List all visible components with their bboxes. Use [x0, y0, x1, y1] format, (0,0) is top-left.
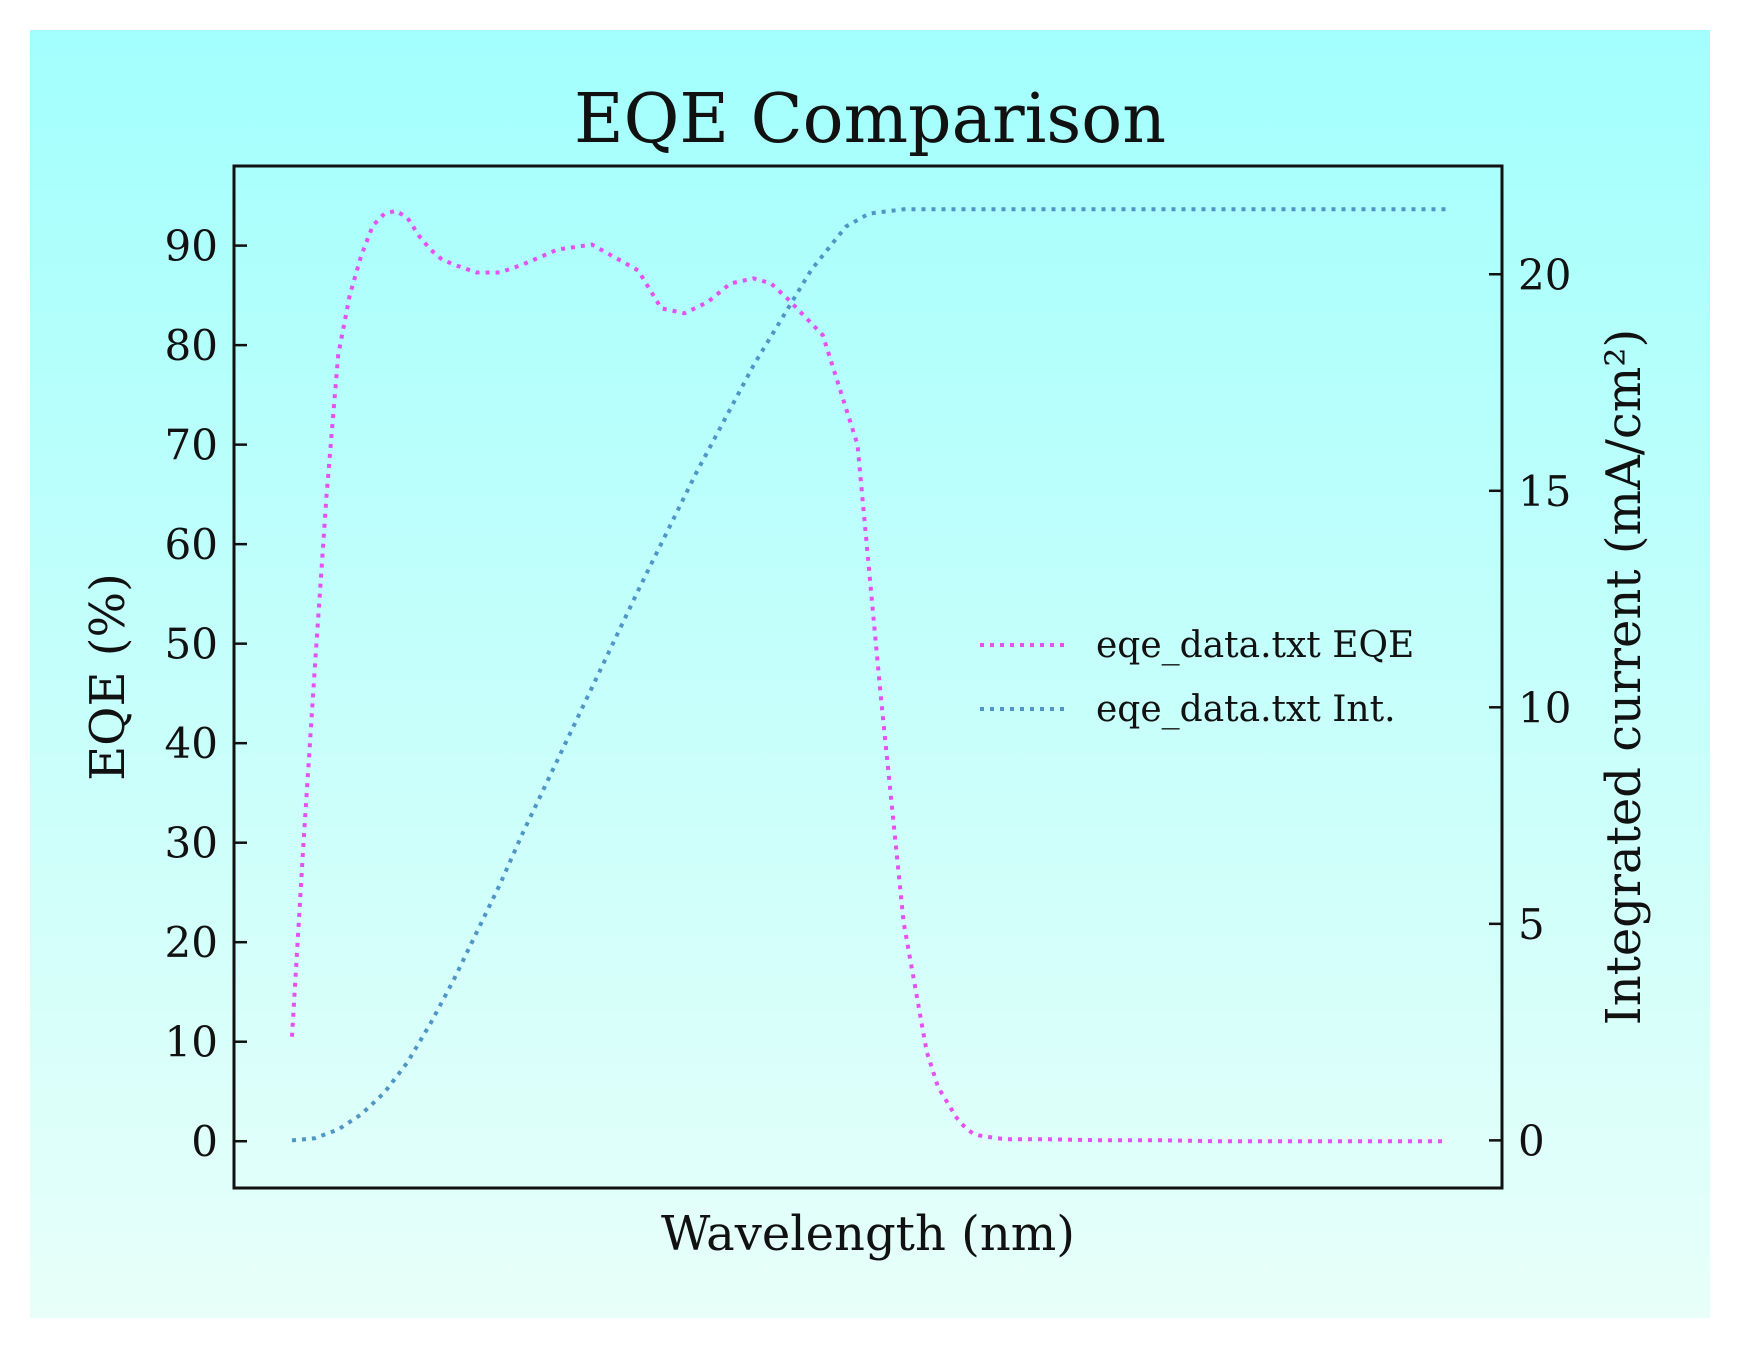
left-tick-label: 50 [165, 620, 218, 669]
right-axis-ticks: 0 5 10 15 20 [1489, 250, 1571, 1165]
right-tick-label: 20 [1518, 250, 1571, 299]
plot-frame [232, 164, 1504, 1190]
left-axis-ticks: 0 10 20 30 40 50 60 70 80 90 [165, 222, 247, 1166]
legend-label: eqe_data.txt EQE [1096, 625, 1414, 666]
left-tick-label: 70 [165, 421, 218, 470]
right-y-axis-label: Integrated current (mA/cm²) [1596, 329, 1652, 1026]
left-tick-label: 0 [191, 1117, 218, 1166]
right-tick-label: 0 [1518, 1116, 1545, 1165]
legend-label: eqe_data.txt Int. [1096, 689, 1396, 730]
right-tick-label: 10 [1518, 683, 1571, 732]
x-axis-label: Wavelength (nm) [661, 1206, 1075, 1262]
left-tick-label: 30 [165, 819, 218, 868]
legend: eqe_data.txt EQE eqe_data.txt Int. [980, 625, 1414, 730]
left-tick-label: 90 [165, 222, 218, 271]
left-tick-label: 80 [165, 321, 218, 370]
left-tick-label: 40 [165, 719, 218, 768]
series-line-eqe [290, 208, 1446, 1144]
left-tick-label: 10 [165, 1018, 218, 1067]
series-layer [290, 207, 1446, 1144]
left-tick-label: 20 [165, 918, 218, 967]
left-tick-label: 60 [165, 520, 218, 569]
figure-background [30, 30, 1710, 1318]
right-tick-label: 15 [1518, 467, 1571, 516]
right-tick-label: 5 [1518, 900, 1545, 949]
left-y-axis-label: EQE (%) [80, 573, 136, 781]
chart-title: EQE Comparison [574, 80, 1166, 159]
series-line-integrated-current [291, 207, 1446, 1143]
